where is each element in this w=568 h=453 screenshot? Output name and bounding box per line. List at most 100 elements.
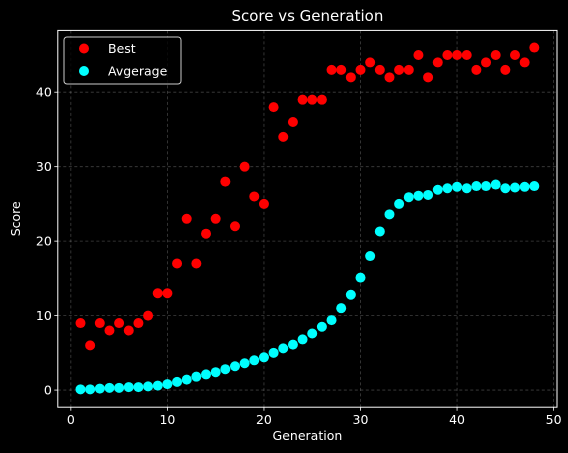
data-point-average — [123, 382, 134, 393]
data-point-best — [529, 42, 540, 53]
data-point-best — [85, 340, 96, 351]
data-point-best — [471, 64, 482, 75]
data-point-average — [307, 328, 318, 339]
data-point-best — [133, 318, 144, 329]
data-point-average — [162, 379, 173, 390]
chart-title: Score vs Generation — [231, 7, 383, 25]
data-point-average — [316, 321, 327, 332]
y-axis-label: Score — [8, 201, 23, 236]
x-tick-label: 30 — [353, 412, 369, 427]
data-point-best — [114, 318, 125, 329]
data-point-best — [490, 49, 501, 60]
data-point-average — [220, 364, 231, 375]
data-point-best — [181, 213, 192, 224]
data-point-average — [229, 361, 240, 372]
data-point-average — [355, 272, 366, 283]
data-point-average — [394, 198, 405, 209]
data-point-average — [471, 181, 482, 192]
y-tick-label: 0 — [44, 383, 52, 398]
data-point-average — [143, 381, 154, 392]
data-point-average — [442, 183, 453, 194]
data-point-best — [162, 288, 173, 299]
data-point-average — [75, 384, 86, 395]
x-tick-label: 40 — [449, 412, 465, 427]
data-point-average — [461, 183, 472, 194]
data-point-average — [403, 192, 414, 203]
data-point-best — [461, 49, 472, 60]
data-point-average — [529, 181, 540, 192]
data-point-best — [374, 64, 385, 75]
data-point-best — [229, 221, 240, 232]
data-point-average — [201, 369, 212, 380]
data-point-best — [94, 318, 105, 329]
data-point-best — [432, 57, 443, 68]
x-tick-label: 10 — [159, 412, 175, 427]
data-point-best — [509, 49, 520, 60]
data-point-average — [172, 376, 183, 387]
data-point-best — [75, 318, 86, 329]
data-point-average — [519, 181, 530, 192]
data-point-best — [210, 213, 221, 224]
data-point-best — [152, 288, 163, 299]
data-point-average — [336, 303, 347, 314]
data-point-average — [384, 209, 395, 220]
data-point-best — [249, 191, 260, 202]
data-point-best — [143, 310, 154, 321]
data-point-average — [365, 251, 376, 262]
data-point-average — [94, 383, 105, 394]
data-point-average — [181, 374, 192, 385]
data-point-average — [268, 347, 279, 358]
data-point-average — [191, 371, 202, 382]
x-axis-label: Generation — [273, 428, 343, 443]
data-point-best — [172, 258, 183, 269]
data-point-best — [287, 116, 298, 127]
data-point-best — [519, 57, 530, 68]
y-tick-label: 30 — [36, 159, 52, 174]
data-point-best — [365, 57, 376, 68]
data-point-best — [403, 64, 414, 75]
data-point-best — [423, 72, 434, 83]
data-point-average — [104, 382, 115, 393]
legend-marker-best — [79, 43, 89, 54]
data-point-average — [509, 182, 520, 193]
data-point-best — [394, 64, 405, 75]
data-point-average — [432, 184, 443, 195]
x-tick-label: 50 — [546, 412, 562, 427]
legend-label-best: Best — [108, 41, 136, 56]
data-point-average — [258, 352, 269, 363]
data-point-average — [210, 367, 221, 378]
data-point-best — [355, 64, 366, 75]
data-point-best — [278, 131, 289, 142]
data-point-average — [326, 315, 337, 326]
legend-label-average: Avgerage — [108, 64, 168, 79]
data-point-average — [249, 355, 260, 366]
data-point-best — [336, 64, 347, 75]
data-point-best — [452, 49, 463, 60]
data-point-average — [133, 382, 144, 393]
data-point-average — [297, 334, 308, 345]
data-point-average — [423, 189, 434, 200]
y-tick-label: 20 — [36, 234, 52, 249]
data-point-average — [452, 181, 463, 192]
data-point-average — [287, 339, 298, 350]
data-point-average — [490, 179, 501, 190]
legend: Best Avgerage — [63, 36, 182, 85]
x-tick-label: 20 — [256, 412, 272, 427]
ticks-layer: 0 10 20 30 40 50 0 10 20 30 40 — [36, 85, 562, 427]
data-point-best — [123, 325, 134, 336]
data-point-average — [374, 226, 385, 237]
data-point-average — [239, 358, 250, 369]
data-point-best — [201, 228, 212, 239]
data-point-average — [278, 343, 289, 354]
data-point-average — [500, 183, 511, 194]
data-point-best — [220, 176, 231, 187]
data-point-best — [345, 72, 356, 83]
data-point-best — [307, 94, 318, 105]
data-point-best — [104, 325, 115, 336]
data-point-best — [442, 49, 453, 60]
points-layer — [75, 42, 540, 395]
y-tick-label: 40 — [36, 85, 52, 100]
data-point-average — [114, 382, 125, 393]
legend-box — [63, 36, 182, 85]
